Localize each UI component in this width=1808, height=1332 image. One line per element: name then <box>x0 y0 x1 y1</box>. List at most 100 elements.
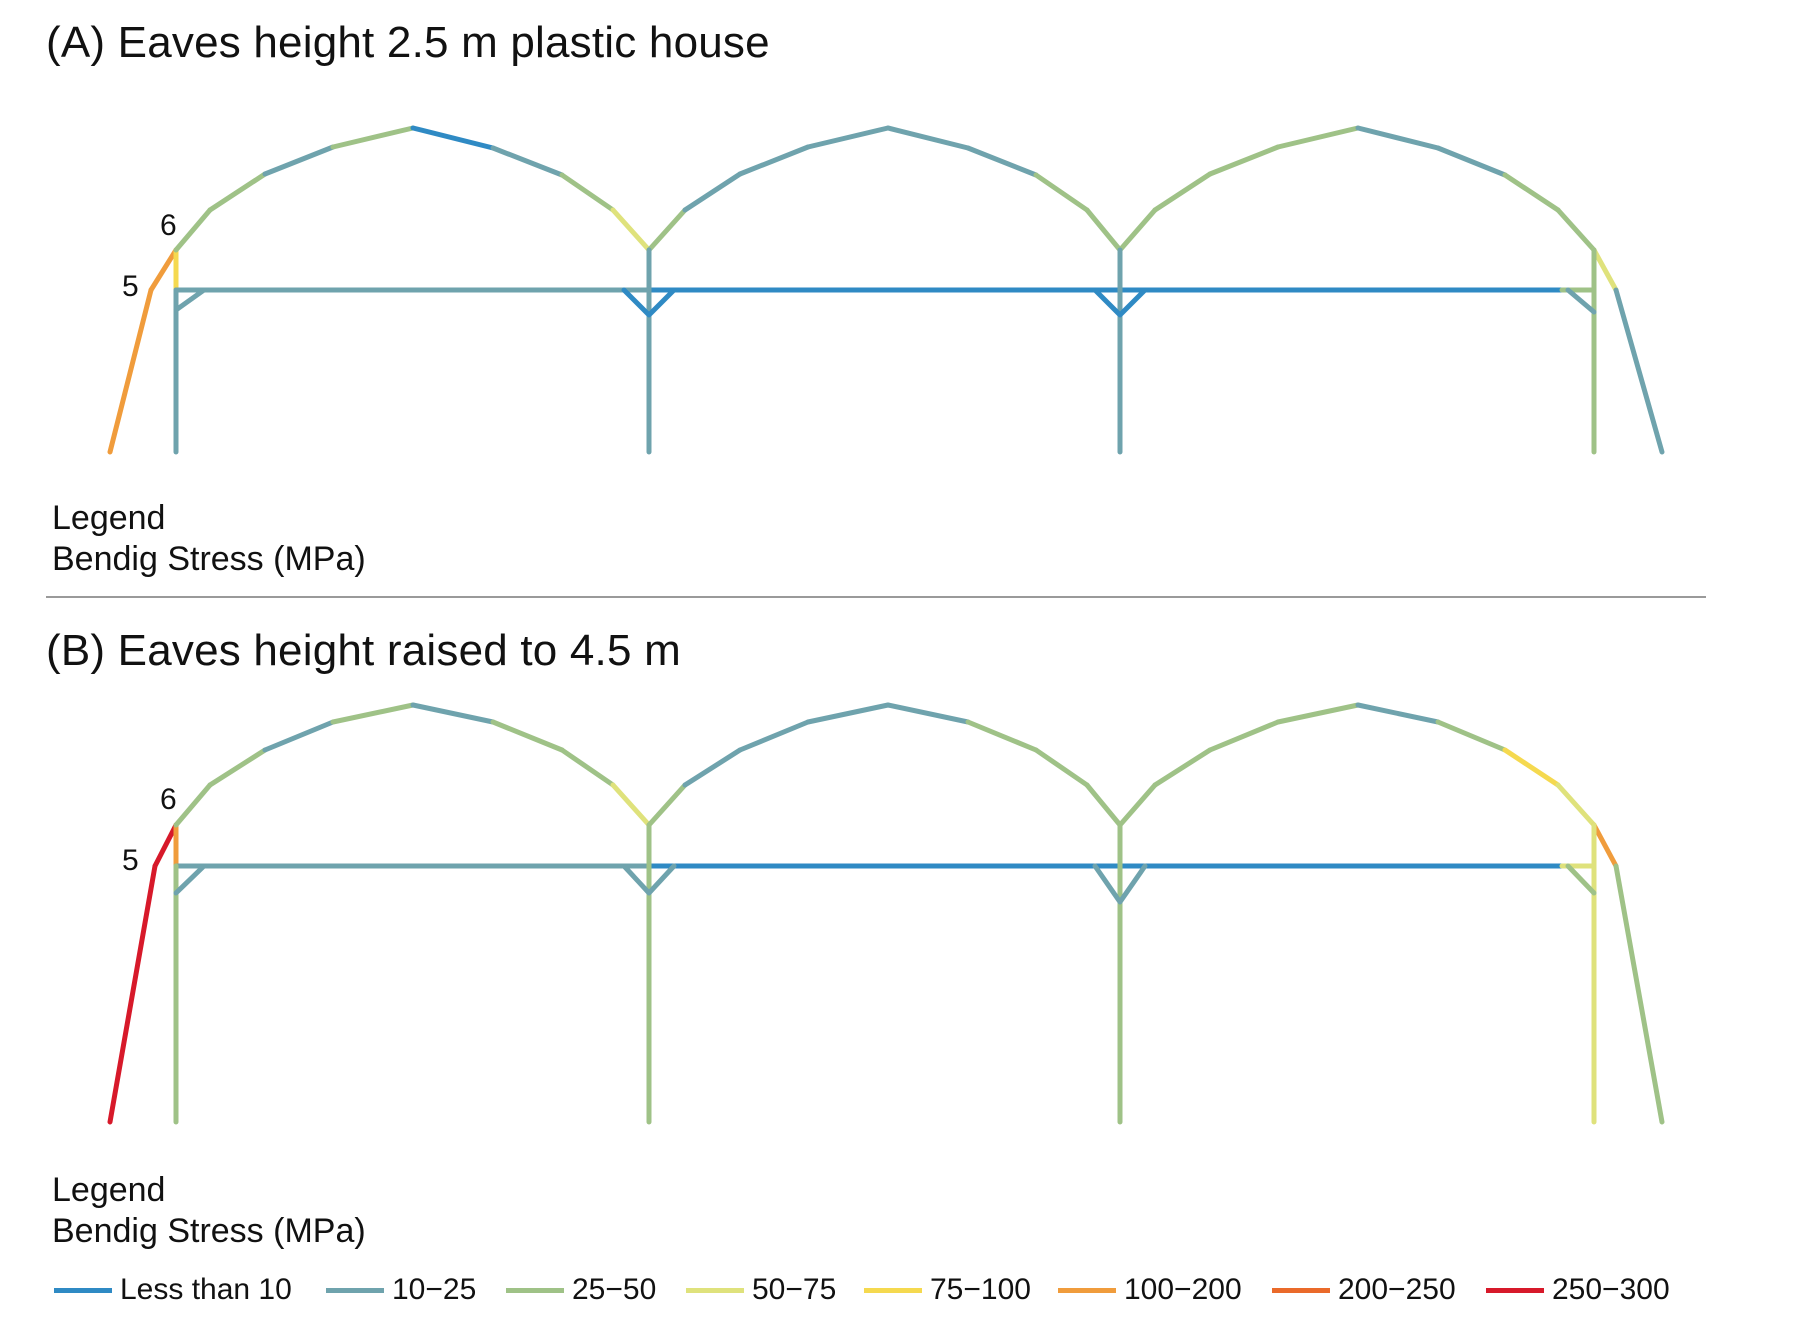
legend-label: 100−200 <box>1124 1273 1242 1306</box>
frame-member <box>621 863 677 896</box>
frame-member <box>559 747 616 788</box>
frame-member <box>107 863 158 1125</box>
panel-a-title: (A) Eaves height 2.5 m plastic house <box>46 18 770 67</box>
frame-member <box>1117 782 1158 828</box>
frame-member <box>1084 782 1123 828</box>
panel-a-members <box>107 125 1665 455</box>
panel-b-frame-diagram: 6 5 <box>107 702 1665 1125</box>
panel-b-title: (B) Eaves height raised to 4.5 m <box>46 626 681 675</box>
frame-member <box>1591 247 1619 293</box>
legend-item-25-50: 25−50 <box>506 1270 656 1310</box>
frame-member <box>107 287 154 455</box>
frame-member <box>173 207 213 253</box>
legend-item-100-200: 100−200 <box>1058 1270 1242 1310</box>
frame-member <box>965 145 1039 178</box>
legend-label: 10−25 <box>392 1273 477 1306</box>
legend-label: Less than 10 <box>120 1273 292 1306</box>
frame-member <box>1092 287 1148 318</box>
frame-member <box>1555 207 1597 253</box>
frame-member <box>1275 702 1361 725</box>
frame-member <box>646 207 688 253</box>
frame-member <box>1207 719 1281 753</box>
frame-member <box>1613 287 1665 455</box>
frame-member <box>1355 702 1441 725</box>
legend-swatch <box>686 1287 744 1293</box>
frame-member <box>965 719 1039 753</box>
frame-member <box>1565 863 1597 896</box>
frame-member <box>1207 144 1281 177</box>
frame-member <box>885 702 971 725</box>
legend-item-200-250: 200−250 <box>1272 1270 1456 1310</box>
frame-member <box>805 125 891 150</box>
frame-member <box>646 782 688 828</box>
frame-member <box>1502 747 1561 788</box>
legend-item-250-300: 250−300 <box>1486 1270 1670 1310</box>
legend-item-10-25: 10−25 <box>326 1270 476 1310</box>
frame-member <box>262 719 336 753</box>
panel-a-node-label-5: 5 <box>122 270 139 303</box>
frame-member <box>1565 287 1597 315</box>
frame-member <box>885 125 971 151</box>
legend-swatch <box>326 1287 384 1293</box>
frame-member <box>1084 207 1123 253</box>
legend-swatch <box>54 1287 112 1293</box>
frame-member <box>173 863 207 896</box>
panel-a-node-label-6: 6 <box>160 209 177 242</box>
frame-member <box>1152 747 1213 788</box>
frame-member <box>330 702 416 725</box>
frame-member <box>682 171 743 213</box>
frame-member <box>1555 782 1597 828</box>
panel-divider <box>46 596 1706 598</box>
legend-label: 50−75 <box>752 1273 837 1306</box>
frame-member <box>1435 145 1508 178</box>
frame-member <box>559 172 616 213</box>
frame-member <box>1033 747 1090 788</box>
frame-member <box>805 702 891 725</box>
panel-a-frame-diagram: 6 5 <box>107 125 1665 455</box>
panel-b-legend-unit: Bendig Stress (MPa) <box>52 1212 366 1250</box>
frame-member <box>1275 125 1361 150</box>
frame-member <box>1591 822 1619 869</box>
frame-member <box>1355 125 1441 151</box>
frame-member <box>610 782 652 828</box>
panel-b-legend-heading: Legend Bendig Stress (MPa) <box>52 1170 366 1252</box>
frame-member <box>1092 863 1148 905</box>
legend-item-50-75: 50−75 <box>686 1270 836 1310</box>
legend-swatch <box>864 1287 922 1293</box>
legend-swatch <box>1058 1287 1116 1293</box>
panel-a-legend-heading: Legend Bendig Stress (MPa) <box>52 498 366 580</box>
frame-member <box>682 747 743 788</box>
panel-b-members <box>107 702 1665 1125</box>
legend-swatch <box>1272 1287 1330 1293</box>
frame-member <box>207 747 268 788</box>
frame-member <box>621 287 677 318</box>
frame-member <box>1152 171 1213 213</box>
frame-member <box>410 125 496 151</box>
frame-member <box>148 247 179 293</box>
legend-label: 250−300 <box>1552 1273 1670 1306</box>
frame-member <box>330 125 416 150</box>
frame-member <box>1033 172 1090 213</box>
frame-member <box>173 782 213 828</box>
frame-member <box>737 719 811 753</box>
panel-b-node-label-6: 6 <box>160 783 177 816</box>
frame-member <box>490 145 565 178</box>
frame-member <box>1502 172 1561 213</box>
frame-member <box>1613 863 1665 1125</box>
frame-member <box>262 144 336 177</box>
panel-b-node-label-5: 5 <box>122 844 139 877</box>
legend-label: 75−100 <box>930 1273 1031 1306</box>
panel-a-legend-unit: Bendig Stress (MPa) <box>52 540 366 578</box>
frame-member <box>737 144 811 177</box>
panel-a-legend-title: Legend <box>52 499 166 537</box>
frame-member <box>1435 719 1508 753</box>
legend-label: 200−250 <box>1338 1273 1456 1306</box>
frame-member <box>610 207 652 253</box>
frame-member <box>173 287 207 313</box>
panel-b-legend-title: Legend <box>52 1171 166 1209</box>
legend-item-75-100: 75−100 <box>864 1270 1031 1310</box>
frame-member <box>490 719 565 753</box>
frame-member <box>1117 207 1158 253</box>
stress-legend: Less than 10 10−25 25−50 50−75 75−100 10… <box>54 1270 1754 1310</box>
legend-swatch <box>506 1287 564 1293</box>
